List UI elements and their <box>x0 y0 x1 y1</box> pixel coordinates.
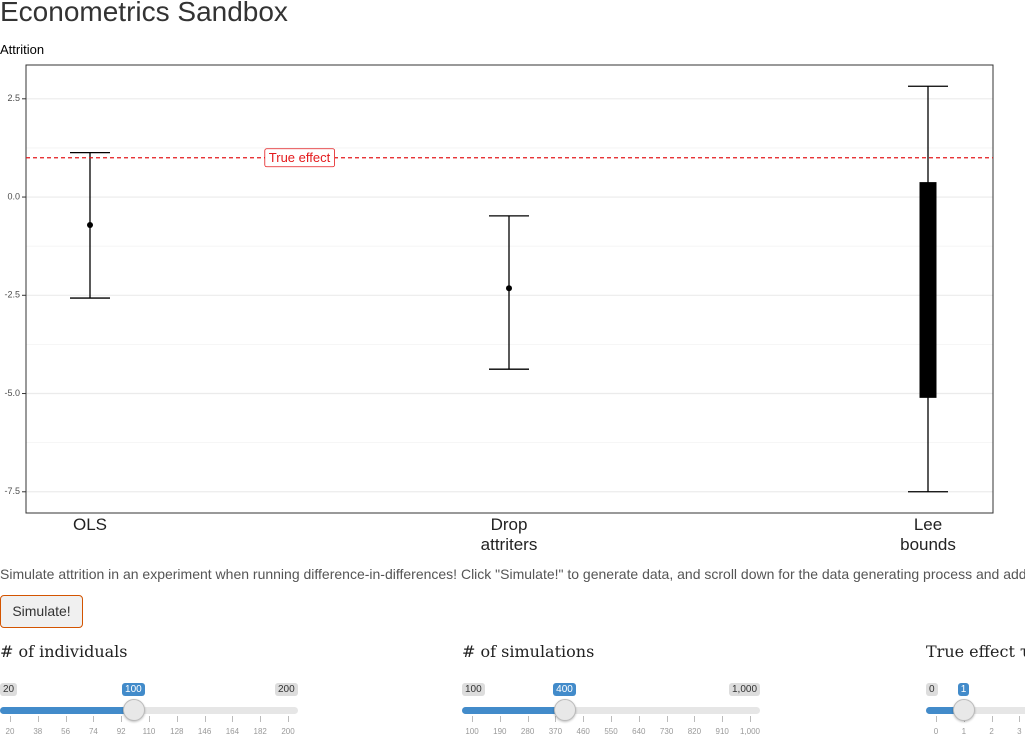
slider-tick <box>750 716 751 722</box>
reference-label-text: True effect <box>269 150 331 165</box>
slider-track <box>0 707 298 714</box>
slider-tick <box>936 716 937 722</box>
slider-tick <box>611 716 612 722</box>
slider-label: # of simulations <box>462 642 595 661</box>
slider-tick <box>666 716 668 722</box>
slider-tick <box>694 716 696 722</box>
slider-tick-label: 280 <box>520 727 535 736</box>
chart-title: Attrition <box>0 42 45 57</box>
x-tick-label: OLS <box>72 515 108 534</box>
y-tick-label: -5.0 <box>4 388 20 398</box>
slider-tick-label: 100 <box>465 727 479 736</box>
slider-tick-label: 182 <box>253 727 267 736</box>
slider-tick <box>583 716 585 722</box>
slider-tick <box>121 716 123 722</box>
y-tick-label: 0.0 <box>7 191 20 201</box>
slider-tick <box>288 716 289 722</box>
slider-tick <box>149 716 150 722</box>
slider-fill <box>0 707 134 714</box>
reference-label-box <box>264 148 335 168</box>
slider-tick <box>991 716 993 722</box>
slider-label: # of individuals <box>0 642 128 661</box>
y-tick-label: -2.5 <box>4 290 20 300</box>
chart: -7.5 -5.0 -2.5 0.0 2.5 True effect <box>4 64 994 514</box>
slider-max: 1,000 <box>729 683 761 696</box>
slider-tick-label: 820 <box>687 727 702 736</box>
bounds-bar <box>919 182 937 398</box>
slider-tick <box>176 716 178 722</box>
slider-handle[interactable] <box>122 699 145 721</box>
app-title: Econometrics Sandbox <box>0 0 288 27</box>
slider-tick-label: 38 <box>33 727 43 736</box>
slider-tick-label: 3 <box>1017 727 1022 736</box>
slider-tick <box>93 716 95 722</box>
slider-tick-label: 128 <box>170 727 184 736</box>
slider-tick <box>232 716 234 722</box>
slider-min: 0 <box>926 683 938 696</box>
slider-tick <box>527 716 529 722</box>
simulate-button[interactable]: Simulate! <box>0 595 83 628</box>
slider-tick-label: 640 <box>632 727 646 736</box>
slider-tick-label: 164 <box>225 727 240 736</box>
slider-label: True effect τ <box>926 642 1025 661</box>
slider-max: 200 <box>275 683 298 696</box>
slider-tick-label: 2 <box>989 727 994 736</box>
slider-track <box>926 707 1025 714</box>
slider-tick-label: 910 <box>715 727 729 736</box>
slider-tick-label: 460 <box>576 727 590 736</box>
slider-tick-label: 92 <box>116 727 126 736</box>
slider-tick-label: 200 <box>281 727 295 736</box>
reference-label: True effect <box>264 148 335 168</box>
x-tick-label: Drop attriters <box>480 515 538 554</box>
slider-tick-label: 1,000 <box>739 727 761 736</box>
slider-tick <box>1019 716 1021 722</box>
slider-tick-label: 146 <box>197 727 212 736</box>
slider-min: 100 <box>462 683 485 696</box>
slider-tick-label: 0 <box>933 727 939 736</box>
y-tick-label: -7.5 <box>4 486 20 496</box>
slider-tick <box>65 716 67 722</box>
slider-tick-label: 110 <box>142 727 156 736</box>
slider-tick-label: 190 <box>493 727 507 736</box>
slider-tick <box>10 716 11 722</box>
slider-handle[interactable] <box>952 699 975 721</box>
slider-tick <box>638 716 640 722</box>
slider-tick-label: 74 <box>88 727 98 736</box>
slider-tick <box>260 716 262 722</box>
plot-border <box>25 64 994 514</box>
slider-tick <box>555 716 557 722</box>
slider-tick-label: 730 <box>659 727 674 736</box>
slider-value: 100 <box>122 683 145 696</box>
slider-tick-label: 1 <box>961 727 967 736</box>
slider-tick-label: 550 <box>604 727 618 736</box>
point-estimate <box>87 221 93 228</box>
slider-fill <box>926 707 964 714</box>
slider-tick-label: 20 <box>5 727 15 736</box>
slider-track <box>462 707 760 714</box>
slider-tick <box>499 716 501 722</box>
slider-value: 1 <box>957 683 970 696</box>
slider-tick <box>722 716 724 722</box>
y-tick-label: 2.5 <box>7 93 20 103</box>
slider-tick <box>37 716 39 722</box>
slider-value: 400 <box>553 683 576 696</box>
description: Simulate attrition in an experiment when… <box>0 566 1025 582</box>
x-tick-label: Lee bounds <box>900 515 956 554</box>
slider-tick <box>472 716 473 722</box>
slider-tick-label: 56 <box>61 727 71 736</box>
point-estimate <box>506 285 512 292</box>
slider-handle[interactable] <box>553 699 576 721</box>
slider-tick-label: 370 <box>548 727 563 736</box>
slider-min: 20 <box>0 683 18 696</box>
slider-tick <box>204 716 206 722</box>
slider-fill <box>462 707 565 714</box>
